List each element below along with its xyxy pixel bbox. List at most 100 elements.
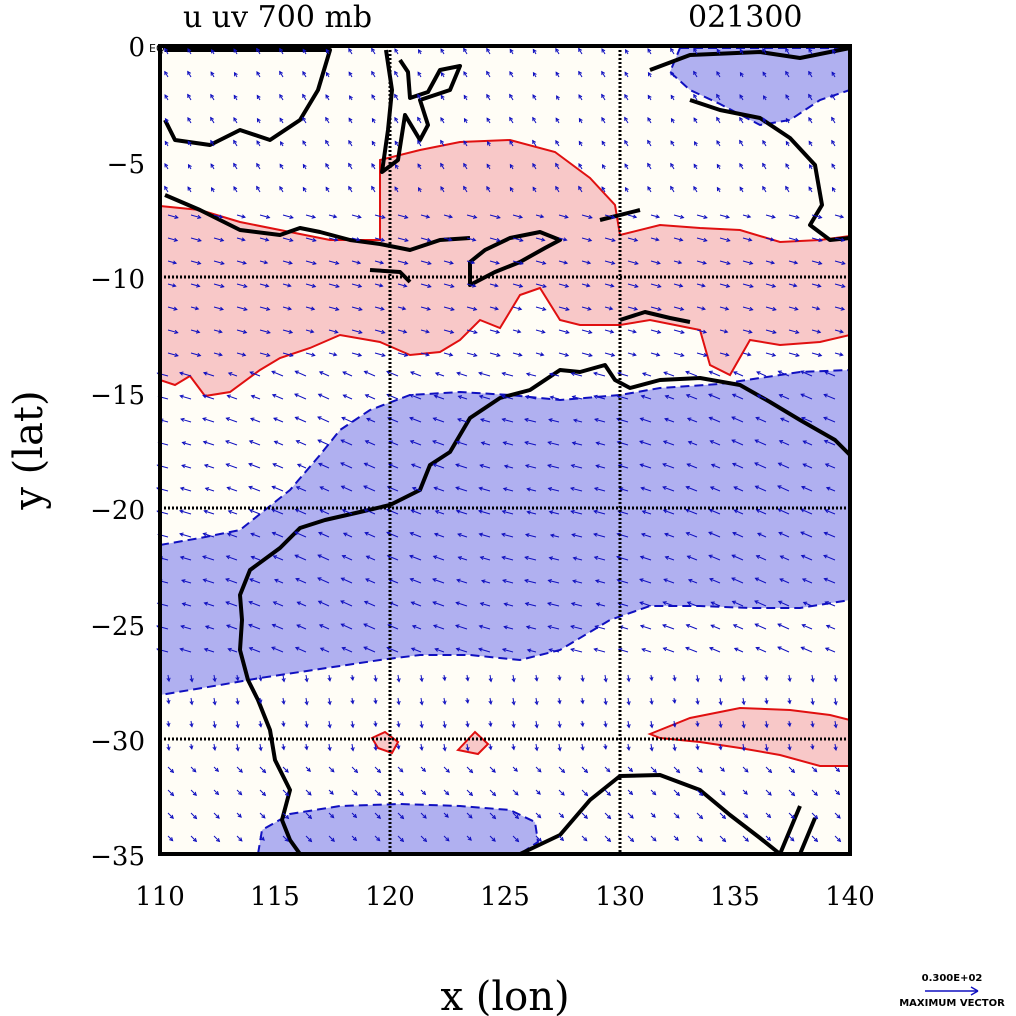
wind-vector-head	[342, 532, 348, 537]
wind-vector	[734, 647, 744, 653]
wind-vector	[443, 283, 454, 288]
wind-vector-head	[317, 416, 322, 421]
wind-vector	[731, 439, 744, 446]
wind-vector-head	[187, 163, 192, 169]
wind-vector-head	[708, 554, 713, 559]
wind-vector	[502, 418, 514, 423]
wind-vector	[601, 71, 606, 78]
wind-vector-head	[425, 352, 430, 357]
wind-vector-head	[517, 306, 523, 311]
wind-vector	[259, 812, 266, 819]
wind-vector	[742, 720, 745, 728]
wind-vector	[686, 394, 698, 400]
wind-vector-head	[755, 509, 761, 513]
wind-vector-head	[733, 647, 739, 652]
wind-vector-head	[624, 93, 629, 99]
wind-vector-head	[204, 487, 210, 492]
wind-vector-head	[656, 260, 661, 265]
wind-vector-head	[204, 625, 210, 630]
wind-vector	[765, 306, 776, 311]
wind-vector-head	[173, 306, 178, 311]
wind-vector	[742, 697, 745, 705]
wind-vector-head	[364, 531, 369, 536]
wind-vector	[481, 580, 491, 584]
wind-vector-head	[563, 260, 569, 265]
wind-vector	[489, 812, 496, 819]
wind-vector-head	[330, 814, 335, 819]
wind-vector	[236, 237, 245, 241]
wind-vector	[236, 720, 239, 728]
wind-vector-head	[519, 237, 524, 242]
wind-vector-head	[450, 283, 455, 288]
wind-vector-head	[473, 352, 478, 357]
wind-vector-head	[555, 162, 559, 168]
wind-vector	[374, 766, 381, 773]
wind-vector-head	[628, 767, 634, 773]
wind-vector-head	[202, 417, 207, 422]
wind-vector	[693, 71, 698, 78]
wind-vector	[167, 789, 174, 796]
wind-vector-head	[503, 464, 509, 469]
wind-vector	[190, 835, 197, 842]
wind-vector-head	[488, 700, 493, 705]
wind-vector	[466, 812, 473, 819]
wind-vector-head	[808, 116, 813, 122]
wind-vector	[673, 260, 682, 264]
wind-vector-head	[235, 700, 240, 706]
wind-vector-head	[808, 48, 813, 53]
wind-vector-head	[785, 163, 790, 168]
y-tick-labels: 0 −5 −10 −15 −20 −25 −30 −35	[90, 33, 145, 872]
wind-vector-head	[741, 724, 746, 729]
wind-vector	[259, 743, 262, 751]
wind-vector-head	[365, 578, 370, 583]
wind-vector-head	[662, 623, 667, 628]
wind-vector	[225, 601, 238, 607]
wind-vector-head	[818, 214, 823, 219]
wind-vector-head	[284, 768, 289, 773]
wind-vector	[663, 647, 675, 653]
wind-vector	[673, 214, 684, 219]
wind-vector-head	[603, 745, 608, 750]
wind-vector-head	[832, 49, 836, 54]
wind-vector-head	[394, 163, 399, 169]
wind-vector-head	[708, 416, 713, 421]
wind-vector-head	[593, 486, 599, 492]
wind-vector	[296, 624, 307, 630]
wind-vector-head	[494, 283, 499, 288]
wind-vector	[504, 603, 514, 607]
wind-vector-head	[709, 486, 715, 491]
wind-vector-head	[708, 370, 713, 375]
wind-vector-head	[664, 417, 669, 422]
wind-vector	[167, 835, 173, 841]
wind-vector	[716, 94, 721, 101]
wind-vector	[627, 283, 638, 288]
wind-vector-head	[248, 646, 254, 651]
wind-vector-head	[463, 140, 468, 145]
wind-vector	[282, 789, 289, 796]
wind-vector-head	[703, 237, 708, 242]
wind-vector-head	[179, 486, 185, 491]
wind-vector-head	[840, 237, 846, 242]
wind-vector	[271, 508, 284, 515]
wind-vector-head	[739, 48, 744, 54]
wind-vector	[757, 532, 767, 538]
wind-vector	[826, 625, 836, 630]
wind-vector-head	[572, 418, 578, 423]
wind-vector-head	[380, 306, 385, 311]
wind-vector-head	[534, 724, 539, 729]
wind-vector	[512, 306, 522, 310]
wind-vector-head	[601, 140, 606, 145]
wind-vector-head	[225, 463, 230, 468]
wind-vector	[558, 283, 569, 288]
wind-vector	[581, 352, 593, 357]
wind-vector-head	[720, 767, 725, 772]
coast-java-sumatra	[164, 193, 471, 252]
wind-vector	[742, 812, 748, 818]
wind-vector	[578, 186, 583, 193]
wind-vector	[709, 647, 721, 653]
wind-vector-head	[741, 700, 746, 706]
wind-vector-head	[560, 768, 566, 774]
wind-vector	[455, 487, 468, 492]
wind-vector-head	[670, 117, 675, 123]
wind-vector	[295, 554, 307, 561]
